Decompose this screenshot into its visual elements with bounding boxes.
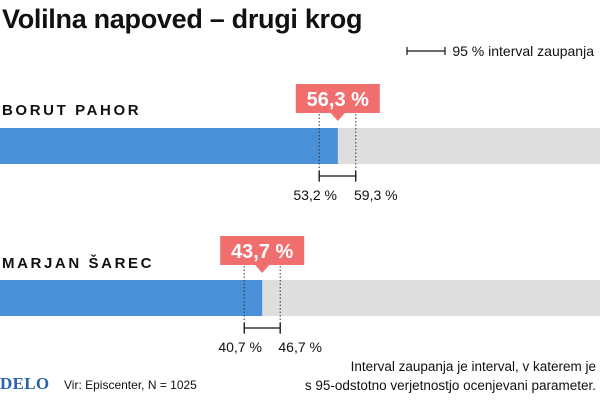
bar-pahor xyxy=(0,128,338,164)
ci-legend-label: 95 % interval zaupanja xyxy=(452,43,594,59)
delo-logo: DELO xyxy=(0,374,50,393)
ci-high-label-pahor: 59,3 % xyxy=(354,187,398,203)
value-callout-pointer-sarec xyxy=(255,265,270,273)
value-callout-sarec xyxy=(220,236,305,265)
page-title: Volilna napoved – drugi krog xyxy=(2,4,363,34)
source-text: Vir: Episcenter, N = 1025 xyxy=(64,378,197,392)
candidate-name-pahor: BORUT PAHOR xyxy=(2,102,142,119)
value-label-sarec: 43,7 % xyxy=(231,241,293,263)
candidate-name-sarec: MARJAN ŠAREC xyxy=(2,255,155,272)
value-label-pahor: 56,3 % xyxy=(307,89,369,111)
ci-explanation: Interval zaupanja je interval, v katerem… xyxy=(305,357,596,395)
ci-explanation-line-2: s 95-odstotno verjetnostjo ocenjevani pa… xyxy=(304,378,596,393)
ci-low-label-sarec: 40,7 % xyxy=(218,339,262,355)
ci-legend-icon xyxy=(406,47,446,55)
value-callout-pointer-pahor xyxy=(330,113,345,121)
ci-high-label-sarec: 46,7 % xyxy=(278,339,322,355)
bar-sarec xyxy=(0,280,263,316)
ci-explanation-line-1: Interval zaupanja je interval, v katerem… xyxy=(350,359,596,374)
ci-low-label-pahor: 53,2 % xyxy=(293,187,337,203)
ci-legend: 95 % interval zaupanja xyxy=(406,43,594,59)
value-callout-pahor xyxy=(295,84,380,113)
